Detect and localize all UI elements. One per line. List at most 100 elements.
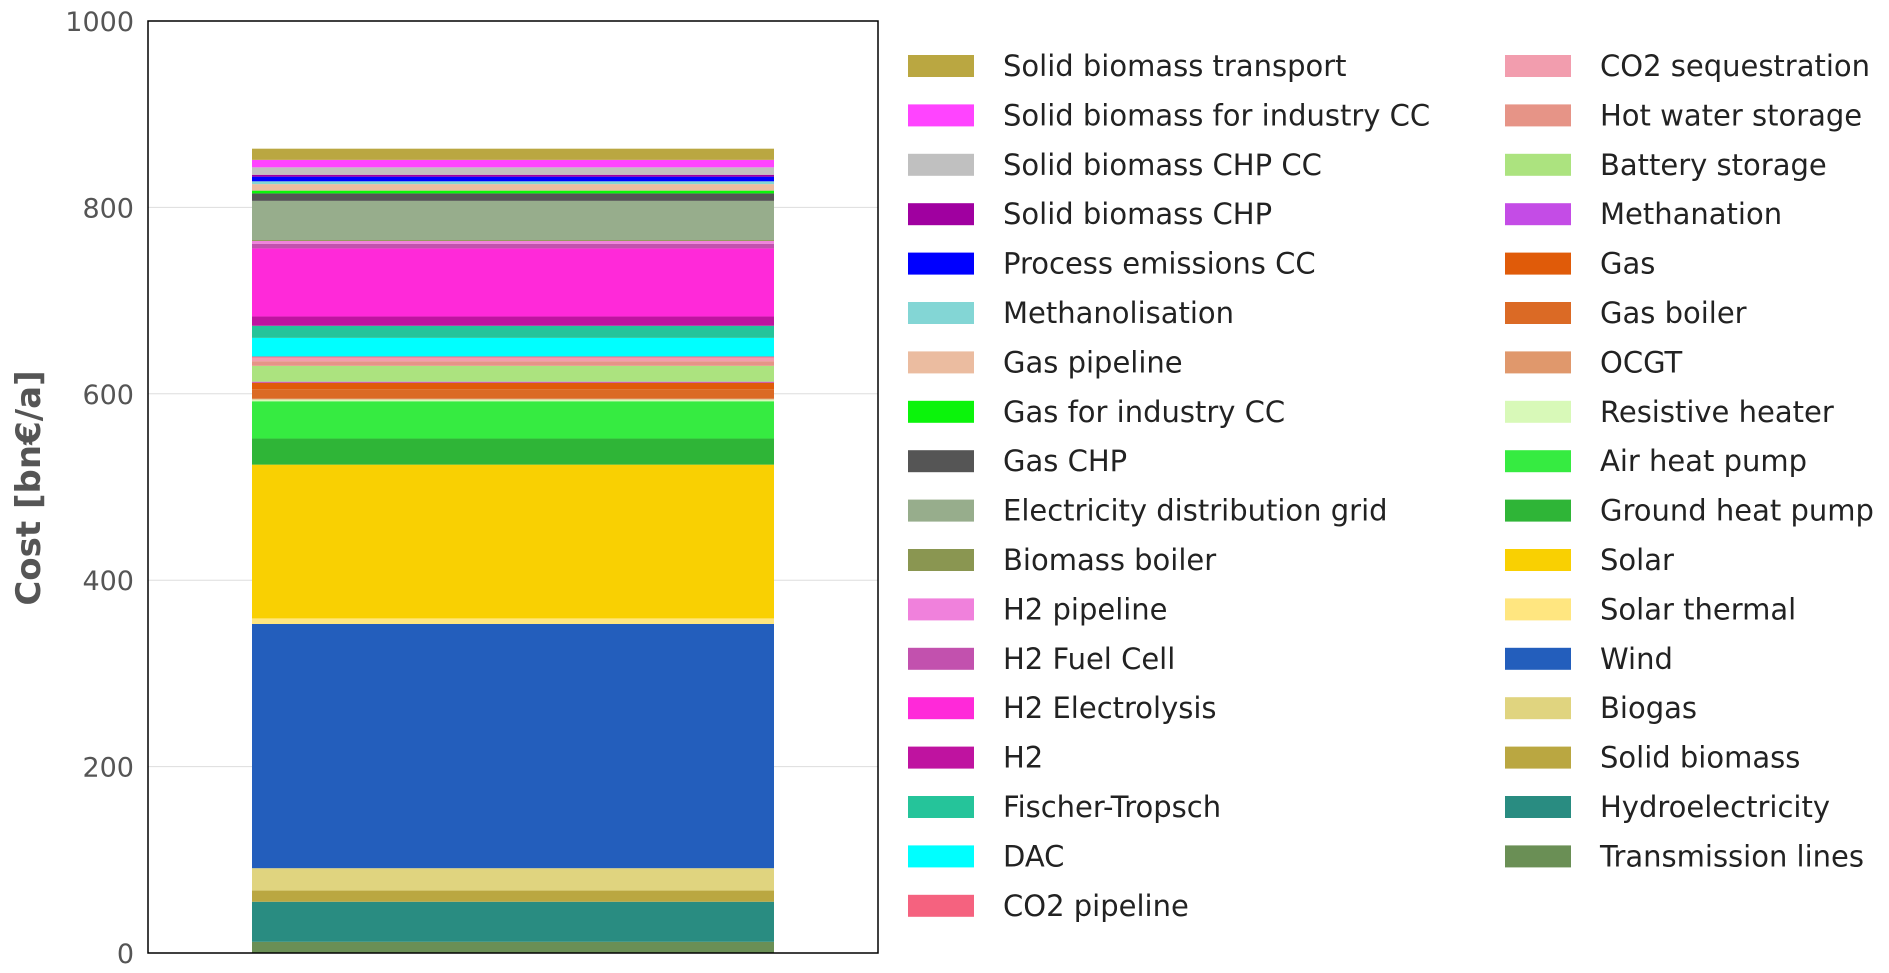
legend-item: Methanation xyxy=(1505,197,1782,231)
legend-swatch xyxy=(908,203,974,226)
bar-segment-resistive-heater xyxy=(252,399,774,402)
legend-item: Solid biomass transport xyxy=(908,49,1347,83)
bar-segment-solid-biomass-chp xyxy=(252,174,774,177)
legend-label: Gas pipeline xyxy=(1003,345,1183,379)
y-axis-label: Cost [bn€/a] xyxy=(9,370,49,605)
legend-label: Fischer-Tropsch xyxy=(1003,790,1221,824)
legend-label: Methanation xyxy=(1600,197,1782,231)
bar-segment-h2-fuel-cell xyxy=(252,243,774,249)
legend-item: Hydroelectricity xyxy=(1505,790,1830,824)
legend-label: Solid biomass transport xyxy=(1003,49,1347,83)
legend-label: Process emissions CC xyxy=(1003,247,1316,281)
legend-item: Transmission lines xyxy=(1505,839,1864,873)
legend-item: Methanolisation xyxy=(908,296,1234,330)
legend-swatch xyxy=(1505,647,1571,670)
legend-label: Gas xyxy=(1600,247,1655,281)
legend-item: Biogas xyxy=(1505,691,1697,725)
bar-segment-h2-pipeline xyxy=(252,240,774,244)
legend-item: Solid biomass for industry CC xyxy=(908,98,1430,132)
legend-item: Solid biomass xyxy=(1505,741,1800,775)
legend-label: Transmission lines xyxy=(1599,839,1864,873)
legend-swatch xyxy=(1505,104,1571,127)
legend-label: DAC xyxy=(1003,839,1064,873)
legend-label: CO2 sequestration xyxy=(1600,49,1870,83)
legend-item: Battery storage xyxy=(1505,148,1827,182)
legend-item: Process emissions CC xyxy=(908,247,1316,281)
legend-swatch xyxy=(1505,746,1571,769)
legend-item: H2 xyxy=(908,741,1043,775)
legend-item: Biomass boiler xyxy=(908,543,1216,577)
legend-item: CO2 pipeline xyxy=(908,889,1189,923)
legend-swatch xyxy=(1505,796,1571,818)
legend-swatch xyxy=(908,302,974,324)
legend-label: Solid biomass for industry CC xyxy=(1003,98,1430,132)
y-tick-label: 600 xyxy=(82,380,134,411)
y-tick-label: 400 xyxy=(82,566,134,597)
legend-item: Fischer-Tropsch xyxy=(908,790,1221,824)
legend-swatch xyxy=(908,351,974,374)
legend-item: Air heat pump xyxy=(1505,444,1807,478)
bar-segment-battery-storage xyxy=(252,365,774,382)
y-tick-label: 0 xyxy=(117,939,134,970)
legend-swatch xyxy=(908,746,974,769)
bar-segment-biomass-boiler xyxy=(252,240,774,241)
y-tick-label: 1000 xyxy=(65,7,134,38)
bar-segment-gas xyxy=(252,382,774,390)
legend-label: Solar xyxy=(1600,543,1674,577)
legend-swatch xyxy=(908,400,974,423)
legend-item: Gas for industry CC xyxy=(908,395,1285,429)
bar-segment-gas-chp xyxy=(252,193,774,201)
legend-swatch xyxy=(908,549,974,571)
legend-item: H2 Electrolysis xyxy=(908,691,1217,725)
bar-segment-dac xyxy=(252,337,774,357)
bar-segment-electricity-distribution-grid xyxy=(252,200,774,241)
legend-label: Gas CHP xyxy=(1003,444,1127,478)
legend-swatch xyxy=(908,894,974,917)
legend-swatch xyxy=(1505,450,1571,473)
legend-label: Solid biomass CHP CC xyxy=(1003,148,1322,182)
legend-swatch xyxy=(908,598,974,621)
legend-label: Electricity distribution grid xyxy=(1003,494,1388,528)
legend-swatch xyxy=(1505,203,1571,226)
bar-segment-methanation xyxy=(252,381,774,383)
stacked-bar xyxy=(252,148,774,953)
bar-segment-h2 xyxy=(252,316,774,326)
bar-segment-hydroelectricity xyxy=(252,901,774,942)
legend-swatch xyxy=(1505,845,1571,868)
legend-label: CO2 pipeline xyxy=(1003,889,1189,923)
legend-label: Resistive heater xyxy=(1600,395,1834,429)
legend-swatch xyxy=(1505,252,1571,275)
legend-swatch xyxy=(1505,499,1571,522)
bar-segment-gas-pipeline xyxy=(252,184,774,191)
legend-label: Hot water storage xyxy=(1600,98,1862,132)
legend-item: Hot water storage xyxy=(1505,98,1862,132)
bar-segment-transmission-lines xyxy=(252,941,774,953)
bar-segment-solar xyxy=(252,464,774,619)
legend-label: Air heat pump xyxy=(1600,444,1807,478)
legend-item: Solid biomass CHP xyxy=(908,197,1272,231)
bar-segment-co2-pipeline xyxy=(252,356,774,358)
legend-swatch xyxy=(1505,697,1571,720)
legend-label: Gas for industry CC xyxy=(1003,395,1285,429)
bar-segment-gas-for-industry-cc xyxy=(252,190,774,194)
bar-segment-biogas xyxy=(252,868,774,891)
bar-segment-solid-biomass-transport xyxy=(252,148,774,160)
legend-item: Gas pipeline xyxy=(908,345,1183,379)
legend-item: Ground heat pump xyxy=(1505,494,1874,528)
legend-swatch xyxy=(1505,549,1571,571)
bar-segment-solid-biomass xyxy=(252,890,774,902)
bar-segment-h2-electrolysis xyxy=(252,248,774,317)
legend-swatch xyxy=(908,697,974,720)
legend-swatch xyxy=(1505,302,1571,324)
legend-label: H2 Fuel Cell xyxy=(1003,642,1175,676)
legend-swatch xyxy=(1505,351,1571,374)
legend-swatch xyxy=(1505,153,1571,176)
legend-item: Electricity distribution grid xyxy=(908,494,1388,528)
bar-segment-solar-thermal xyxy=(252,618,774,625)
legend-swatch xyxy=(1505,55,1571,77)
legend-item: Gas xyxy=(1505,247,1655,281)
legend-swatch xyxy=(908,499,974,522)
axes: 0 200 400 600 800 1000 xyxy=(65,7,879,970)
bar-segment-hot-water-storage xyxy=(252,361,774,366)
